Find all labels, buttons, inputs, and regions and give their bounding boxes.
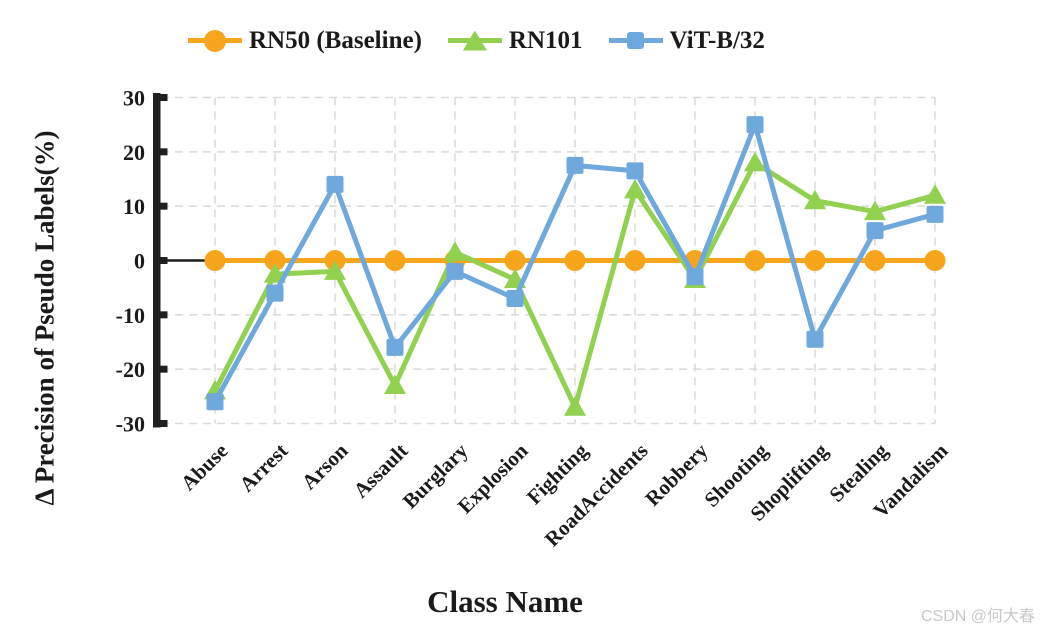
y-axis-title: Δ Precision of Pseudo Labels(%) [29,130,60,506]
legend: RN50 (Baseline) RN101 ViT-B/32 [188,28,765,53]
circle-marker-icon [204,29,226,52]
marker-square [686,268,704,286]
marker-triangle [744,151,766,172]
legend-marker-square [608,29,663,53]
y-axis-tick [160,365,168,373]
x-category-label: Arson [297,438,353,494]
y-tick-label: 20 [123,140,145,165]
marker-square [926,205,944,223]
marker-square [506,290,524,308]
marker-triangle [624,178,646,199]
marker-triangle [564,396,586,416]
legend-label: ViT-B/32 [669,27,765,54]
marker-square [266,284,284,302]
legend-marker-triangle [447,29,502,53]
marker-square [206,393,224,411]
marker-triangle [444,241,466,261]
marker-circle [384,250,406,271]
marker-circle [624,250,646,271]
watermark: CSDN @何大春 [920,608,1035,625]
marker-square [326,175,344,193]
marker-circle [864,250,886,271]
marker-triangle [324,260,346,280]
marker-circle [504,250,526,271]
y-axis-tick [160,202,168,210]
marker-square [446,262,464,280]
marker-square [806,330,824,348]
y-tick-label: 10 [123,194,145,219]
marker-square [566,156,584,174]
x-axis-title: Class Name [427,584,583,619]
square-marker-icon [626,32,644,49]
y-tick-label: -30 [116,411,145,436]
marker-triangle [384,374,406,394]
marker-triangle [264,263,286,283]
x-category-label: Abuse [176,439,233,496]
marker-square [626,162,644,180]
y-axis-spine [153,93,161,428]
x-category-label: Robbery [640,438,713,511]
y-tick-label: 30 [123,86,145,111]
legend-item-vit-b32: ViT-B/32 [608,27,765,54]
y-axis-tick [160,148,168,156]
legend-item-rn101: RN101 [447,27,583,54]
y-axis-tick [160,311,168,319]
y-axis-tick [160,419,168,427]
y-tick-label: -20 [116,357,145,382]
x-category-label: RoadAccidents [540,439,653,552]
y-axis-tick [160,94,168,102]
marker-circle [804,250,826,271]
marker-circle [924,250,946,271]
legend-item-rn50-baseline: RN50 (Baseline) [188,28,422,53]
legend-label: RN101 [508,27,583,54]
marker-triangle [804,189,826,210]
marker-triangle [924,184,946,204]
y-tick-label: -10 [116,303,145,328]
marker-square [746,116,764,134]
marker-square [866,222,884,240]
marker-triangle [864,200,886,221]
marker-circle [564,250,586,271]
marker-circle [264,250,286,271]
marker-square [386,338,404,356]
legend-label: RN50 (Baseline) [249,27,422,54]
legend-marker-circle [188,29,242,53]
marker-circle [744,250,766,271]
x-category-label: Arrest [235,439,293,497]
marker-circle [204,250,226,271]
y-tick-label: 0 [134,249,145,274]
